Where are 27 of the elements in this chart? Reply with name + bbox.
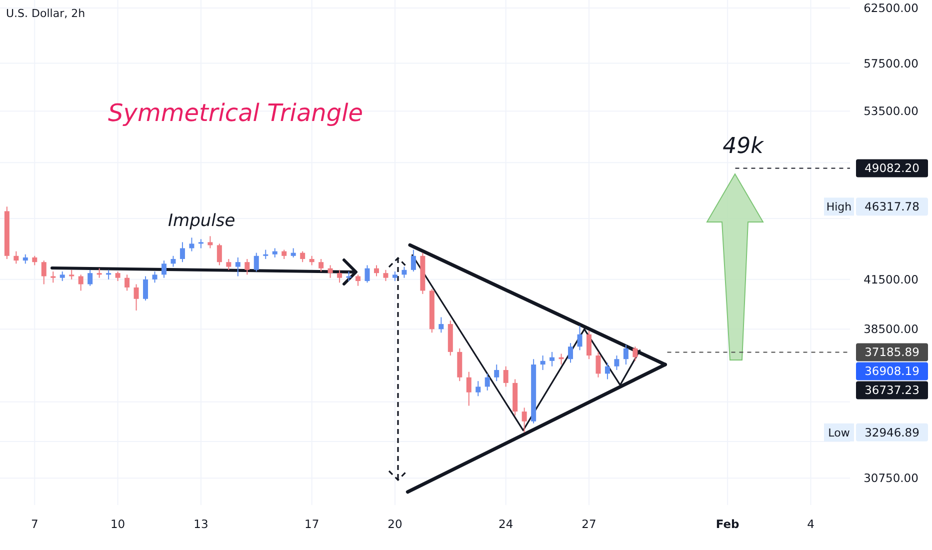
x-tick-label: 7 xyxy=(30,517,38,531)
annotation: Impulse xyxy=(168,211,236,231)
x-tick-label: 10 xyxy=(110,517,126,531)
y-tick-label: 62500.00 xyxy=(864,1,918,16)
annotation: Symmetrical Triangle xyxy=(108,99,364,127)
y-tick-label: 30750.00 xyxy=(864,471,918,486)
y-tick-label: 57500.00 xyxy=(864,56,918,70)
text: 46317.78 xyxy=(864,200,920,214)
ref-line-label: 49082.20 xyxy=(864,161,920,176)
ref-line-label: 37185.89 xyxy=(864,345,920,360)
text: 36737.23 xyxy=(864,383,920,398)
x-tick-label: Feb xyxy=(716,517,740,531)
x-tick-label: 4 xyxy=(807,517,814,531)
x-tick-label: 20 xyxy=(388,517,402,531)
annotation: Low xyxy=(828,426,850,440)
y-tick-label: 38500.00 xyxy=(864,322,918,336)
y-tick-label: 53500.00 xyxy=(864,104,918,118)
x-tick-label: 27 xyxy=(582,517,596,531)
text: 32946.89 xyxy=(864,425,920,440)
annotation: 49k xyxy=(722,134,765,159)
y-tick-label: 41500.00 xyxy=(864,272,918,286)
x-tick-label: 24 xyxy=(498,517,514,531)
x-tick-label: 17 xyxy=(304,517,320,531)
x-tick-label: 13 xyxy=(194,517,208,531)
text: U.S. Dollar, 2h xyxy=(6,7,86,20)
text: 36908.19 xyxy=(864,364,920,378)
annotation: High xyxy=(826,200,852,214)
